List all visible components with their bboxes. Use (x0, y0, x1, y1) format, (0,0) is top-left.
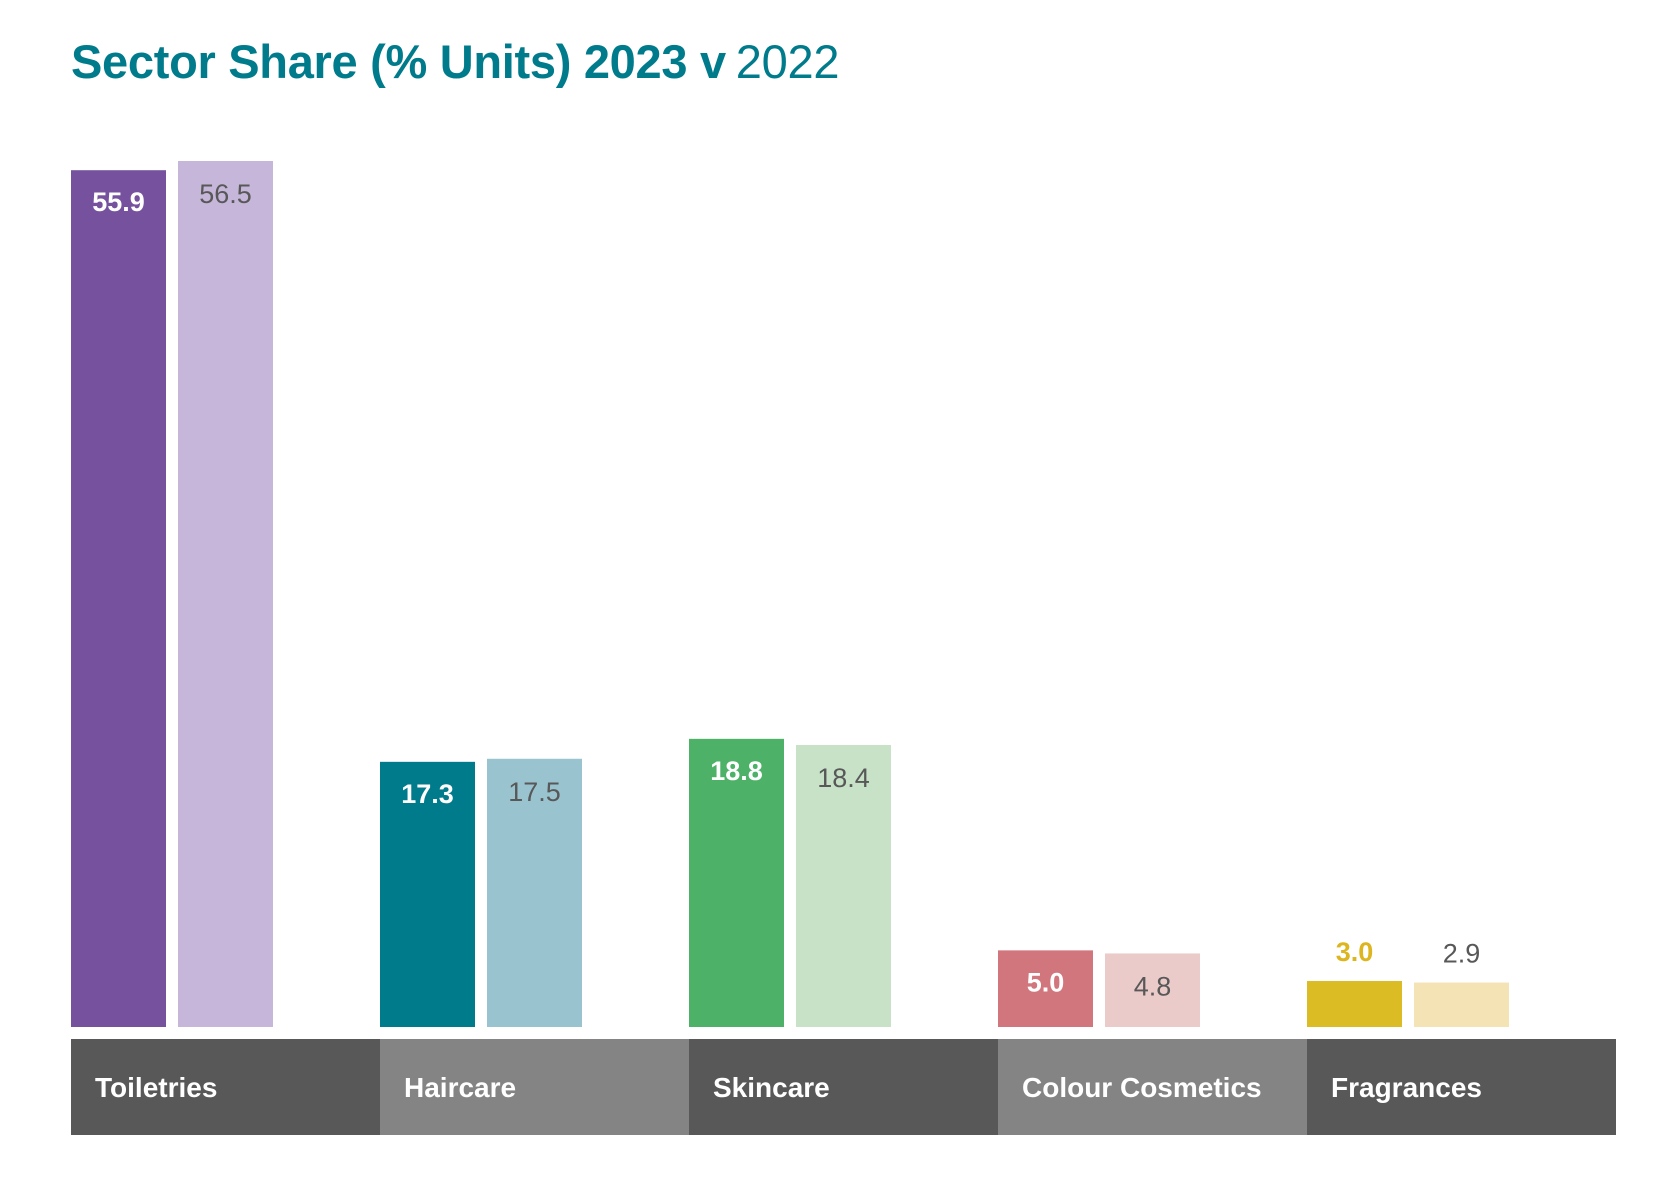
value-label-previous-2: 18.4 (817, 763, 870, 793)
value-label-current-1: 17.3 (401, 779, 454, 809)
chart-title: Sector Share (% Units) 2023 v 2022 (71, 30, 839, 94)
value-label-current-3: 5.0 (1027, 967, 1065, 997)
bar-group-4: 3.0 2.9 Fragrances (1307, 937, 1616, 1135)
category-band-4 (1307, 1039, 1616, 1135)
bar-previous-3 (1105, 953, 1200, 1027)
category-label-1: Haircare (404, 1072, 516, 1103)
bar-previous-1 (487, 758, 582, 1027)
category-band-3 (998, 1039, 1307, 1135)
value-label-previous-0: 56.5 (199, 179, 252, 209)
bar-current-1 (380, 761, 475, 1027)
bar-current-2 (689, 738, 784, 1027)
bar-group-3: 5.0 4.8 Colour Cosmetics (998, 950, 1307, 1135)
chart-title-bold: Sector Share (% Units) 2023 v (71, 35, 726, 88)
value-label-previous-3: 4.8 (1134, 971, 1172, 1001)
bar-current-4 (1307, 981, 1402, 1027)
value-label-previous-1: 17.5 (508, 777, 561, 807)
bar-current-0 (71, 170, 166, 1027)
bar-group-2: 18.8 18.4 Skincare (689, 738, 998, 1135)
chart-title-light: 2022 (735, 35, 840, 88)
category-label-0: Toiletries (95, 1072, 217, 1103)
value-label-previous-4: 2.9 (1443, 939, 1481, 969)
bar-previous-2 (796, 744, 891, 1027)
value-label-current-4: 3.0 (1336, 937, 1374, 967)
category-band-0 (71, 1039, 380, 1135)
bar-group-0: 55.9 56.5 Toiletries (71, 161, 380, 1135)
value-label-current-0: 55.9 (92, 187, 145, 217)
bar-current-3 (998, 950, 1093, 1027)
category-label-3: Colour Cosmetics (1022, 1072, 1262, 1103)
category-label-2: Skincare (713, 1072, 830, 1103)
category-label-4: Fragrances (1331, 1072, 1482, 1103)
category-band-2 (689, 1039, 998, 1135)
bar-group-1: 17.3 17.5 Haircare (380, 758, 689, 1135)
value-label-current-2: 18.8 (710, 756, 763, 786)
bar-previous-4 (1414, 982, 1509, 1027)
category-band-1 (380, 1039, 689, 1135)
bar-previous-0 (178, 161, 273, 1027)
